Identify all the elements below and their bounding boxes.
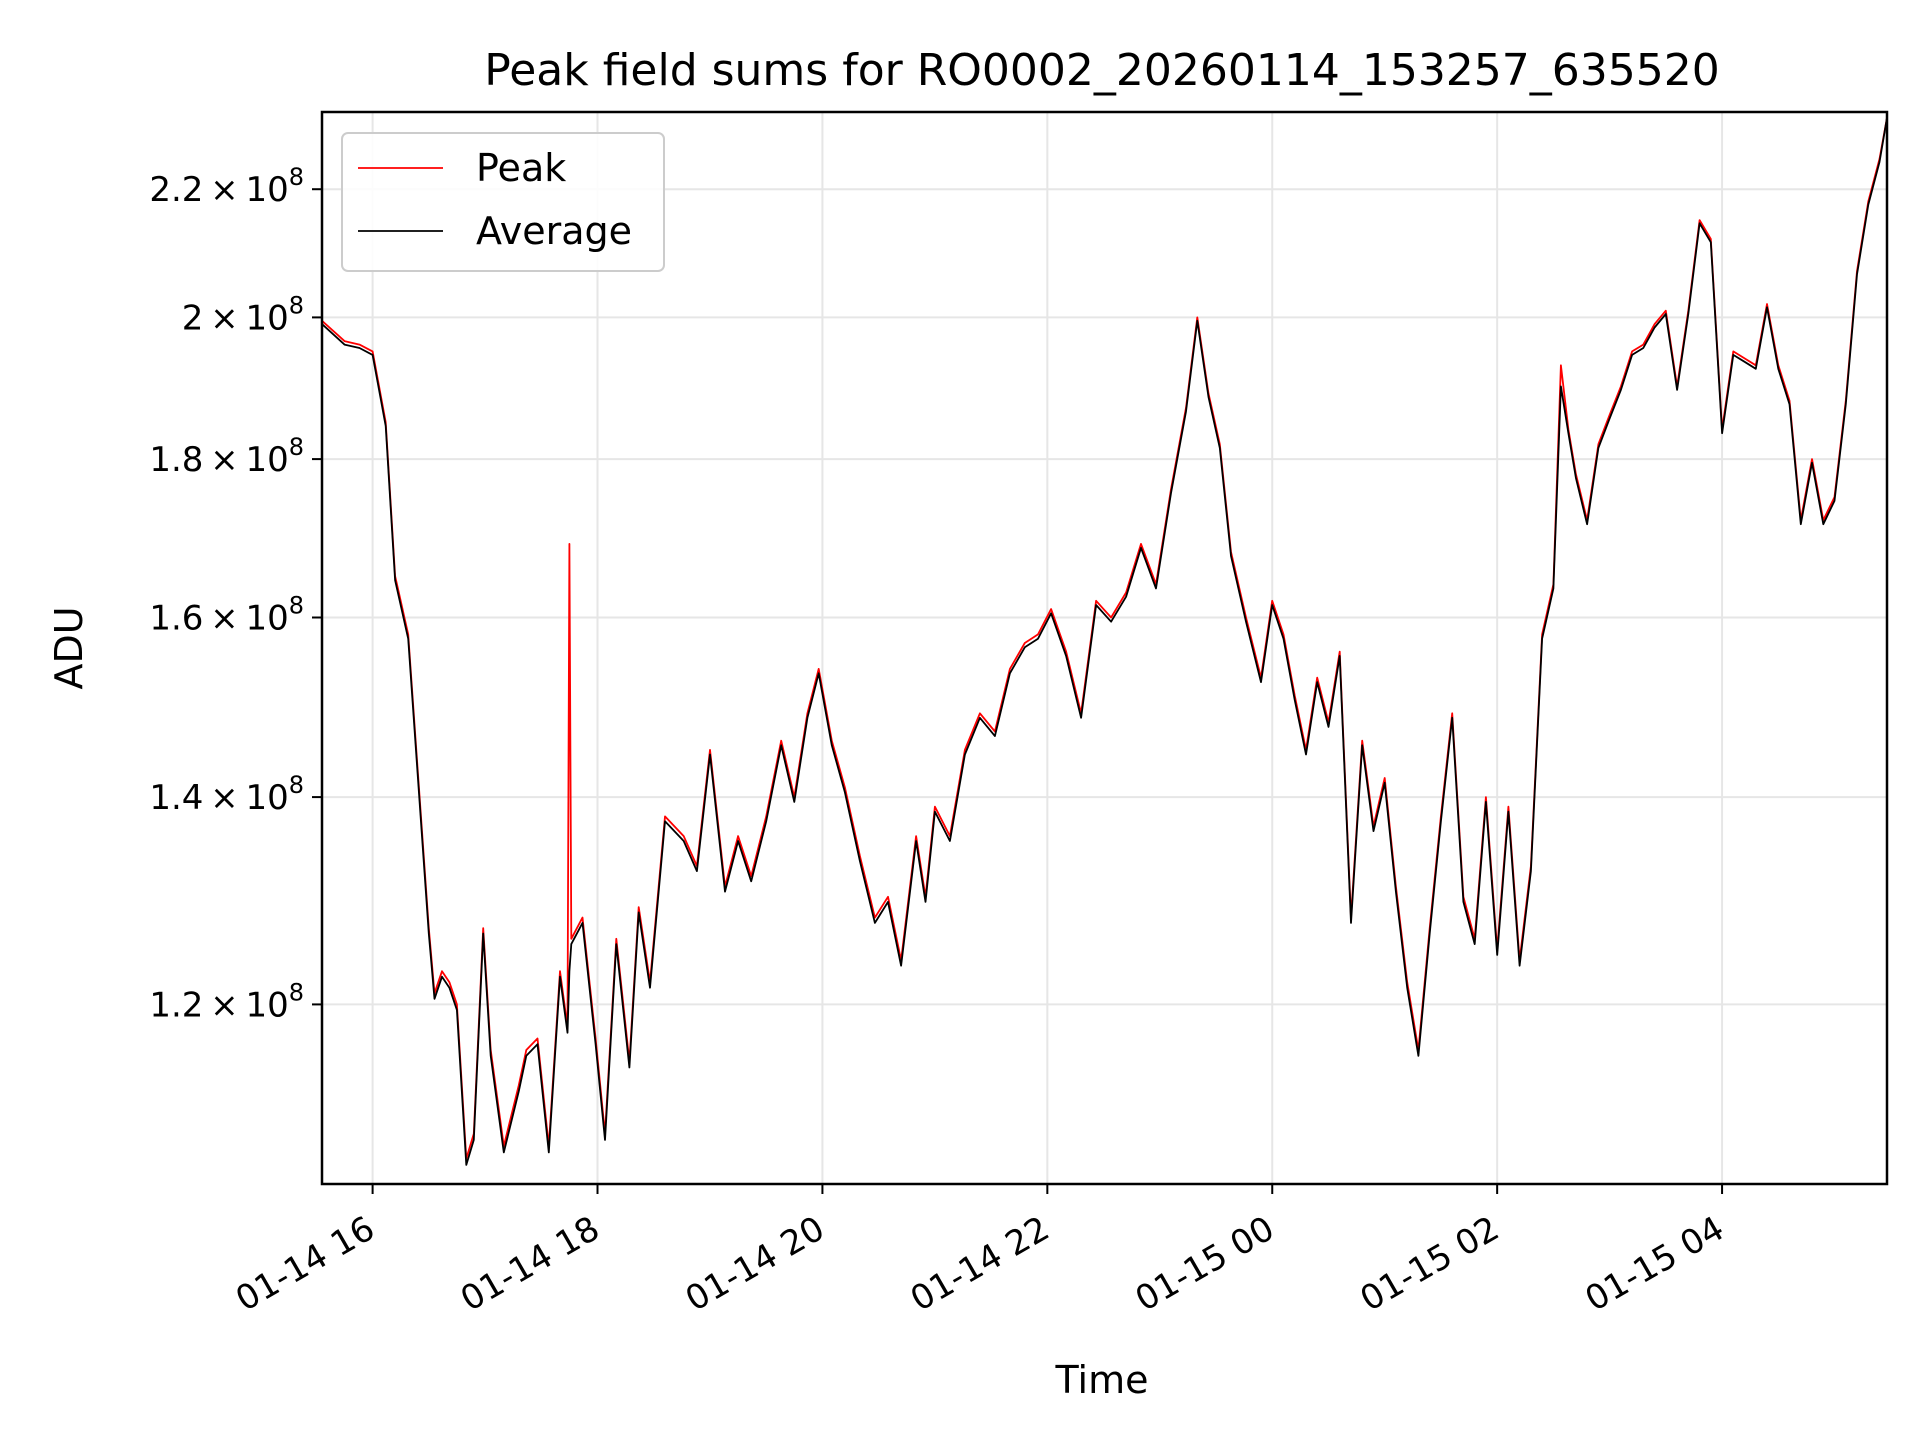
y-axis-ticks: 1.2 × 108 1.4 × 108 1.6 × 108 1.8 × 108 2 × … xyxy=(149,163,322,1025)
legend-label-average: Average xyxy=(476,209,632,253)
series-layer xyxy=(321,117,1888,1166)
plot-frame xyxy=(320,110,1889,1186)
legend-label-peak: Peak xyxy=(476,146,566,190)
y-axis-label: ADU xyxy=(47,606,91,689)
y-tick-label: 1.8 × 108 xyxy=(149,433,304,480)
y-tick-label: 2.2 × 108 xyxy=(149,163,304,210)
y-tick-label: 1.2 × 108 xyxy=(149,978,304,1025)
y-tick-label: 1.6 × 108 xyxy=(149,592,304,639)
chart-title: Peak field sums for RO0002_20260114_1532… xyxy=(484,45,1720,96)
series-line-average xyxy=(321,117,1888,1166)
legend: Peak Average xyxy=(341,132,665,272)
y-tick-label: 2 × 108 xyxy=(182,291,304,338)
x-axis-label: Time xyxy=(1055,1358,1149,1402)
grid xyxy=(322,112,1887,1184)
y-tick-label: 1.4 × 108 xyxy=(149,771,304,818)
